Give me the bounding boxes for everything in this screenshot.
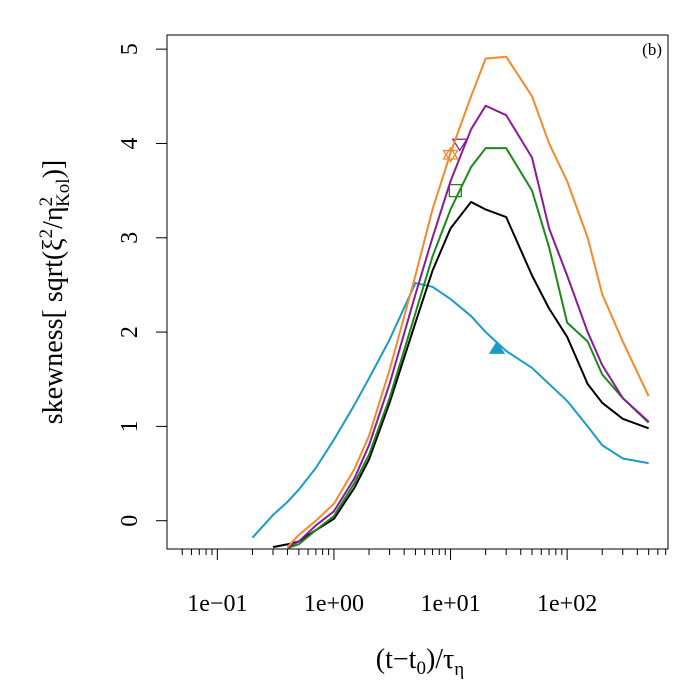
- x-tick-label: 1e+00: [304, 591, 364, 617]
- y-label-part: 2: [36, 197, 57, 207]
- y-label-part: Kol: [53, 178, 74, 207]
- y-tick-label: 1: [117, 420, 143, 432]
- marker: [488, 340, 506, 354]
- y-axis-label: skewness[ sqrt(ξ2/η2Kol)]: [36, 160, 74, 424]
- plot-frame: [166, 34, 669, 550]
- series-line: [287, 104, 650, 549]
- y-label-part: )]: [38, 160, 69, 179]
- series-line: [286, 55, 650, 548]
- y-label-part: skewness[ sqrt(ξ: [38, 238, 69, 424]
- x-tick-label: 1e+02: [537, 591, 597, 617]
- x-label-part: η: [454, 659, 464, 680]
- y-tick-label: 5: [117, 43, 143, 55]
- y-tick-label: 4: [117, 137, 143, 149]
- annotation: (b): [642, 40, 662, 59]
- series-line: [251, 282, 649, 539]
- x-tick-label: 1e+01: [420, 591, 480, 617]
- x-label-part: (t−t: [376, 644, 417, 675]
- y-tick-label: 2: [117, 326, 143, 338]
- y-label-part: 2: [36, 229, 57, 239]
- x-axis-label: (t−t0)/τη: [376, 644, 464, 680]
- y-label-part: /η: [38, 206, 69, 228]
- marker: [442, 146, 459, 164]
- marker: [448, 183, 463, 198]
- y-tick-label: 3: [117, 232, 143, 244]
- x-label-part: 0: [416, 658, 426, 679]
- x-tick-label: 1e−01: [187, 591, 247, 617]
- y-tick-label: 0: [117, 515, 143, 527]
- marker: [451, 138, 468, 152]
- x-label-part: )/τ: [426, 644, 454, 675]
